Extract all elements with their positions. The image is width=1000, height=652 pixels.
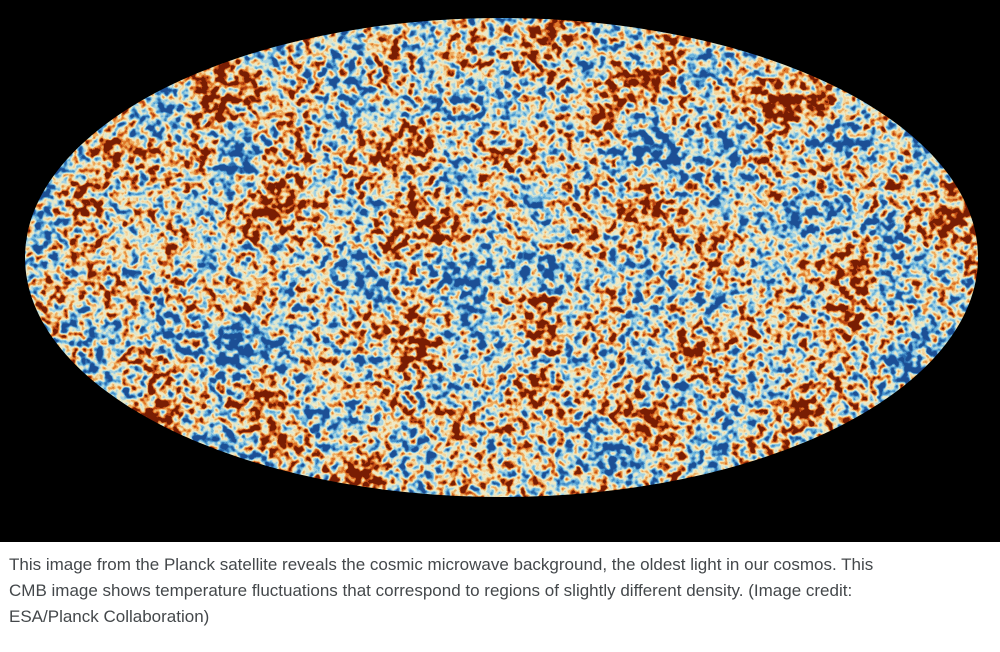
image-caption: This image from the Planck satellite rev…	[9, 555, 874, 626]
cmb-image-stage	[0, 0, 1000, 542]
cmb-ellipse	[25, 18, 978, 497]
cmb-figure: This image from the Planck satellite rev…	[0, 0, 1000, 626]
cmb-map-image	[25, 18, 978, 497]
